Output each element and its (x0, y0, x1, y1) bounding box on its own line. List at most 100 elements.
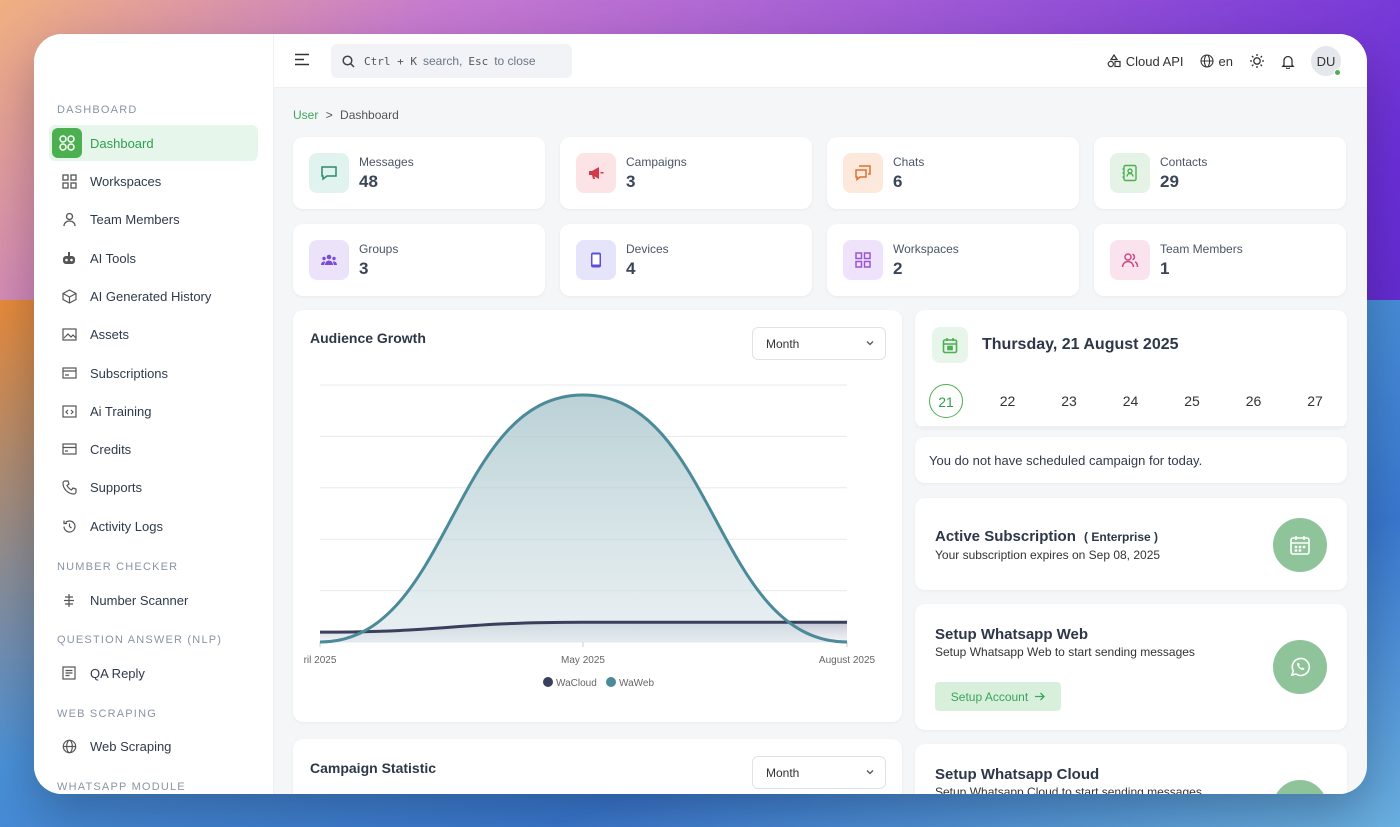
team-icon (1110, 240, 1150, 280)
calendar-date-title: Thursday, 21 August 2025 (982, 336, 1179, 353)
setup-cloud-description: Setup Whatsapp Cloud to start sending me… (935, 785, 1202, 794)
calendar-day[interactable]: 25 (1184, 393, 1200, 409)
stat-card-messages[interactable]: Messages 48 (293, 137, 545, 209)
stat-card-team-members[interactable]: Team Members 1 (1094, 224, 1346, 296)
whatsapp-icon (1273, 640, 1327, 694)
sidebar-item-web-scraping[interactable]: Web Scraping (49, 728, 258, 764)
code-window-icon (52, 395, 86, 427)
stat-label: Chats (893, 155, 925, 169)
calendar-day[interactable]: 24 (1122, 393, 1139, 409)
x-tick-label: ril 2025 (304, 655, 337, 666)
cloud-api-button[interactable]: Cloud API (1107, 54, 1184, 69)
legend-marker-wacloud (543, 677, 553, 687)
avatar[interactable]: DU (1311, 46, 1341, 76)
stat-card-groups[interactable]: Groups 3 (293, 224, 545, 296)
dashboard-icon (52, 128, 82, 158)
sidebar-item-label: Dashboard (90, 135, 154, 151)
stat-card-workspaces[interactable]: Workspaces 2 (827, 224, 1079, 296)
sidebar-item-ai-generated-history[interactable]: AI Generated History (49, 278, 258, 314)
sidebar-item-subscriptions[interactable]: Subscriptions (49, 355, 258, 391)
shapes-icon (1107, 54, 1121, 68)
campaign-statistic-title: Campaign Statistic (310, 760, 437, 776)
online-status-dot (1334, 69, 1341, 76)
divider (915, 426, 1347, 428)
stat-label: Campaigns (626, 155, 687, 169)
calendar-day[interactable]: 23 (1061, 393, 1077, 409)
stat-card-campaigns[interactable]: Campaigns 3 (560, 137, 812, 209)
setup-account-button[interactable]: Setup Account (935, 682, 1061, 711)
calendar-day[interactable]: 27 (1307, 393, 1323, 409)
breadcrumb-user-link[interactable]: User (293, 108, 319, 122)
subscription-title: Active Subscription ( Enterprise ) (935, 528, 1158, 545)
sidebar: DASHBOARD Dashboard Workspaces Team Memb… (34, 34, 274, 794)
calendar-card: Thursday, 21 August 2025 21 22 23 24 25 26 27 (915, 310, 1347, 428)
phone-icon (52, 471, 86, 503)
menu-toggle-icon[interactable] (294, 53, 310, 71)
subscription-expiry: Your subscription expires on Sep 08, 202… (935, 548, 1161, 562)
contact-book-icon (1110, 153, 1150, 193)
arrow-right-icon (1034, 692, 1046, 701)
sidebar-item-ai-tools[interactable]: AI Tools (49, 240, 258, 276)
sidebar-item-label: Team Members (90, 211, 180, 227)
card-icon (52, 357, 86, 389)
cloud-api-label: Cloud API (1125, 53, 1184, 69)
stat-card-contacts[interactable]: Contacts 29 (1094, 137, 1346, 209)
avatar-initials: DU (1316, 53, 1336, 69)
language-switcher[interactable]: en (1199, 54, 1233, 69)
sidebar-item-ai-training[interactable]: Ai Training (49, 393, 258, 429)
setup-web-description: Setup Whatsapp Web to start sending mess… (935, 645, 1195, 659)
sidebar-item-assets[interactable]: Assets (49, 316, 258, 352)
stat-label: Messages (359, 155, 414, 169)
sidebar-item-workspaces[interactable]: Workspaces (49, 163, 258, 199)
sidebar-item-number-scanner[interactable]: Number Scanner (49, 582, 258, 618)
sidebar-item-dashboard[interactable]: Dashboard (49, 125, 258, 161)
sidebar-item-qa-reply[interactable]: QA Reply (49, 655, 258, 691)
no-campaign-message: You do not have scheduled campaign for t… (929, 453, 1203, 468)
stat-label: Groups (359, 242, 399, 256)
sidebar-item-label: AI Tools (90, 250, 137, 266)
campaign-statistic-card: Campaign Statistic Month (293, 739, 902, 794)
campaign-period-select[interactable]: Month (752, 756, 886, 789)
scanner-icon (52, 584, 86, 616)
sidebar-item-activity-logs[interactable]: Activity Logs (49, 508, 258, 544)
search-input[interactable]: Ctrl + K search, Esc to close (331, 44, 572, 78)
stat-value: 3 (626, 172, 636, 191)
sun-icon[interactable] (1249, 53, 1265, 69)
stat-value: 29 (1160, 172, 1179, 191)
series-line-waweb (319, 393, 848, 644)
sidebar-section-dashboard: DASHBOARD (57, 104, 138, 116)
breadcrumb: User > Dashboard (293, 108, 399, 122)
sidebar-item-label: Subscriptions (90, 365, 169, 381)
message-icon (309, 153, 349, 193)
sidebar-item-supports[interactable]: Supports (49, 469, 258, 505)
sidebar-item-team-members[interactable]: Team Members (49, 201, 258, 237)
calendar-day[interactable]: 22 (999, 393, 1016, 409)
stat-label: Devices (626, 242, 669, 256)
sidebar-item-credits[interactable]: Credits (49, 431, 258, 467)
document-icon (52, 657, 86, 689)
image-icon (52, 318, 86, 350)
bell-icon[interactable] (1281, 54, 1295, 69)
legend-label-waweb: WaWeb (619, 678, 654, 689)
sidebar-item-label: Supports (90, 479, 143, 495)
audience-period-value: Month (766, 336, 800, 351)
megaphone-icon (576, 153, 616, 193)
calendar-day[interactable]: 21 (929, 384, 963, 418)
stat-card-chats[interactable]: Chats 6 (827, 137, 1079, 209)
stat-value: 48 (359, 172, 378, 191)
stat-card-devices[interactable]: Devices 4 (560, 224, 812, 296)
setup-whatsapp-web-card: Setup Whatsapp Web Setup Whatsapp Web to… (915, 604, 1347, 730)
calendar-day[interactable]: 26 (1245, 393, 1262, 409)
legend-marker-waweb (606, 677, 616, 687)
sidebar-item-label: Activity Logs (90, 518, 163, 534)
audience-period-select[interactable]: Month (752, 327, 886, 360)
stat-value: 2 (893, 259, 903, 278)
cloud-icon (1273, 780, 1327, 794)
subscription-card: Active Subscription ( Enterprise ) Your … (915, 498, 1347, 590)
grid-icon (843, 240, 883, 280)
audience-growth-card: Audience Growth Month ril 2025 May 2025 Au… (293, 310, 902, 722)
globe-icon (52, 730, 86, 762)
chats-icon (843, 153, 883, 193)
app-window: DASHBOARD Dashboard Workspaces Team Memb… (34, 34, 1367, 794)
stat-value: 1 (1160, 259, 1170, 278)
